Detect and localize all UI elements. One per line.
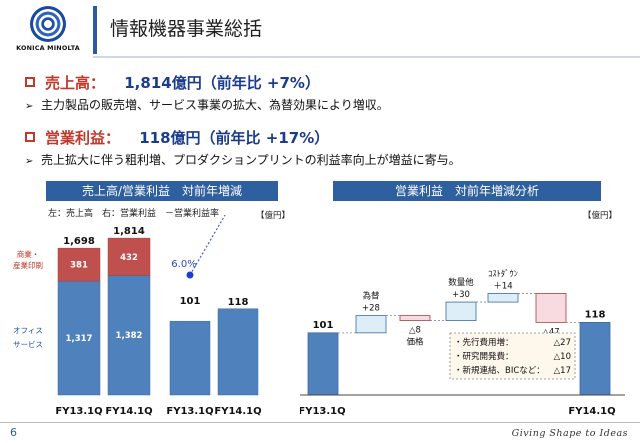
sales-label: 売上高： — [45, 74, 106, 92]
waterfall-label: 118 — [585, 309, 606, 320]
waterfall-label: ｺｽﾄﾀﾞｳﾝ — [488, 269, 518, 279]
company-logo: KONICA MINOLTA — [8, 6, 88, 60]
profit-bar — [169, 320, 211, 396]
left-legend: 左：売上高 右：営業利益 －営業利益率 — [48, 209, 220, 219]
profit-bullet: ➢ 売上拡大に伴う粗利増、プロダクションプリントの利益率向上が増益に寄与。 — [25, 151, 461, 168]
profit-category-label: FY13.1Q — [166, 406, 213, 417]
profit-label: 営業利益： — [45, 129, 121, 147]
waterfall-category-label: FY14.1Q — [568, 406, 615, 417]
footer-divider — [0, 422, 640, 423]
header-divider — [93, 56, 640, 58]
segment-label-print: 商業・ — [17, 249, 40, 259]
sales-bar-print-label: 381 — [70, 261, 88, 271]
right-panel-heading: 営業利益 対前年増減分析 — [333, 181, 601, 201]
cost-item-label: ・研究開発費： — [454, 351, 514, 362]
profit-value: 118億円（前年比 +17%） — [139, 129, 330, 147]
square-bullet-icon — [25, 132, 35, 142]
waterfall-bar — [487, 293, 519, 303]
sales-bar-office — [107, 275, 151, 396]
sales-bar-office-label: 1,382 — [116, 331, 143, 341]
profit-waterfall-chart: 101為替+28△8価格数量他+30ｺｽﾄﾀﾞｳﾝ＋14△47経費増118FY1… — [300, 269, 625, 417]
sales-bullet-text: 主力製品の販売増、サービス事業の拡大、為替効果により増収。 — [41, 98, 389, 112]
cost-item-value: △17 — [554, 366, 571, 376]
sales-total-label: 1,698 — [63, 236, 95, 247]
waterfall-label: ＋14 — [493, 281, 512, 291]
waterfall-bar — [445, 301, 477, 321]
profit-value-label: 101 — [180, 296, 201, 307]
waterfall-bar — [399, 315, 431, 321]
segment-label-office: オフィス — [13, 326, 43, 335]
sales-bar-office-label: 1,317 — [66, 334, 93, 344]
sales-bullet: ➢ 主力製品の販売増、サービス事業の拡大、為替効果により増収。 — [25, 96, 389, 113]
waterfall-bar — [307, 332, 339, 396]
title-accent-bar — [93, 6, 97, 54]
slogan: Giving Shape to Ideas — [511, 428, 628, 439]
waterfall-label: △47 — [542, 327, 559, 337]
cost-breakdown-box — [449, 332, 576, 380]
cost-item-value: △10 — [554, 352, 571, 362]
profit-bullet-text: 売上拡大に伴う粗利増、プロダクションプリントの利益率向上が増益に寄与。 — [41, 153, 461, 167]
waterfall-label: 為替 — [362, 291, 380, 302]
margin-label: 6.0% — [171, 259, 196, 270]
profit-category-label: FY14.1Q — [214, 406, 261, 417]
square-bullet-icon — [25, 77, 35, 87]
page-title: 情報機器事業総括 — [110, 18, 263, 40]
waterfall-label: 101 — [313, 320, 334, 331]
sales-headline: 売上高： 1,814億円（前年比 +7%） — [25, 72, 320, 93]
sales-category-label: FY14.1Q — [105, 406, 152, 417]
sales-bar-print — [107, 237, 151, 276]
waterfall-label: +28 — [362, 304, 380, 314]
globe-logo-icon — [30, 6, 66, 42]
sales-bar-print — [57, 247, 101, 282]
profit-value-label: 118 — [228, 297, 249, 308]
sales-category-label: FY13.1Q — [55, 406, 102, 417]
waterfall-label: 数量他 — [448, 277, 474, 288]
right-unit: 【億円】 — [583, 211, 618, 221]
cost-item-label: ・新規連結、BICなど： — [454, 365, 545, 376]
sales-value: 1,814億円（前年比 +7%） — [124, 74, 320, 92]
sales-bar-print-label: 432 — [120, 253, 138, 263]
margin-line — [189, 215, 226, 276]
chevron-right-icon: ➢ — [25, 101, 34, 112]
left-panel-heading: 売上高/営業利益 対前年増減 — [46, 181, 278, 201]
chevron-right-icon: ➢ — [25, 156, 34, 167]
logo-text: KONICA MINOLTA — [16, 44, 80, 52]
cost-item-value: △27 — [554, 338, 571, 348]
waterfall-bar — [579, 321, 611, 396]
waterfall-label: +30 — [452, 290, 470, 300]
sales-profit-chart: 1,317 381 1,698 FY13.1Q 1,382 432 1,814 FY14.1Q… — [13, 215, 262, 417]
sales-total-label: 1,814 — [113, 226, 145, 237]
waterfall-bar — [355, 315, 387, 334]
segment-label-office: サービス — [13, 340, 43, 349]
waterfall-category-label: FY13.1Q — [300, 406, 346, 417]
waterfall-bar — [535, 293, 567, 323]
cost-item-label: ・先行費用増： — [454, 337, 514, 348]
segment-label-print: 産業印刷 — [13, 260, 43, 270]
page-number: 6 — [10, 426, 17, 439]
waterfall-label: △8 — [409, 326, 421, 336]
margin-point — [186, 271, 194, 279]
left-unit: 【億円】 — [256, 211, 291, 221]
waterfall-label: 価格 — [406, 337, 424, 348]
sales-bar-office — [57, 280, 101, 396]
profit-bar — [217, 308, 259, 396]
profit-headline: 営業利益： 118億円（前年比 +17%） — [25, 127, 329, 148]
